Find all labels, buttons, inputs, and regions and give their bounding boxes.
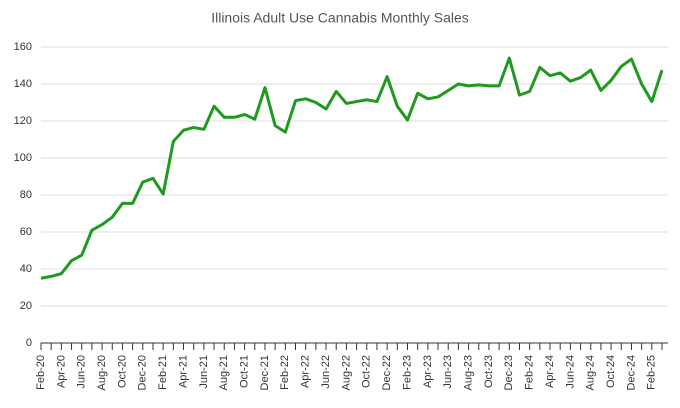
x-tick-label: Apr-24 — [544, 355, 556, 388]
x-tick-label: Dec-22 — [381, 355, 393, 390]
y-tick-label: 80 — [20, 189, 32, 201]
x-tick-label: Dec-23 — [503, 355, 515, 390]
x-tick-label: Dec-21 — [259, 355, 271, 390]
x-tick-label: Apr-21 — [177, 355, 189, 388]
y-tick-label: 0 — [26, 337, 32, 349]
x-tick-label: Oct-23 — [483, 355, 495, 388]
x-tick-label: Aug-23 — [462, 355, 474, 390]
x-tick-label: Feb-22 — [279, 355, 291, 390]
x-tick-label: Oct-22 — [361, 355, 373, 388]
chart-title: Illinois Adult Use Cannabis Monthly Sale… — [211, 10, 469, 26]
x-tick-label: Jun-24 — [564, 355, 576, 389]
y-tick-label: 120 — [14, 115, 32, 127]
x-tick-label: Feb-20 — [35, 355, 47, 390]
x-tick-label: Oct-24 — [605, 355, 617, 388]
x-tick-label: Dec-24 — [625, 355, 637, 390]
y-tick-label: 140 — [14, 78, 32, 90]
x-tick-label: Jun-21 — [198, 355, 210, 389]
x-tick-label: Aug-21 — [218, 355, 230, 390]
y-tick-label: 40 — [20, 263, 32, 275]
x-tick-label: Jun-20 — [76, 355, 88, 389]
x-tick-label: Jun-22 — [320, 355, 332, 389]
x-tick-label: Feb-24 — [524, 355, 536, 390]
x-tick-label: Oct-20 — [116, 355, 128, 388]
x-tick-label: Jun-23 — [442, 355, 454, 389]
x-tick-label: Aug-22 — [340, 355, 352, 390]
x-tick-label: Feb-25 — [646, 355, 658, 390]
x-tick-label: Feb-23 — [401, 355, 413, 390]
y-tick-label: 100 — [14, 152, 32, 164]
x-tick-label: Dec-20 — [137, 355, 149, 390]
data-line — [40, 56, 664, 280]
x-tick-label: Feb-21 — [157, 355, 169, 390]
x-tick-label: Apr-20 — [55, 355, 67, 388]
y-tick-label: 60 — [20, 226, 32, 238]
x-tick-label: Apr-22 — [300, 355, 312, 388]
x-tick-label: Apr-23 — [422, 355, 434, 388]
y-tick-label: 160 — [14, 41, 32, 53]
x-tick-label: Oct-21 — [239, 355, 251, 388]
x-tick-label: Aug-24 — [585, 355, 597, 390]
x-tick-label: Aug-20 — [96, 355, 108, 390]
y-tick-label: 20 — [20, 300, 32, 312]
